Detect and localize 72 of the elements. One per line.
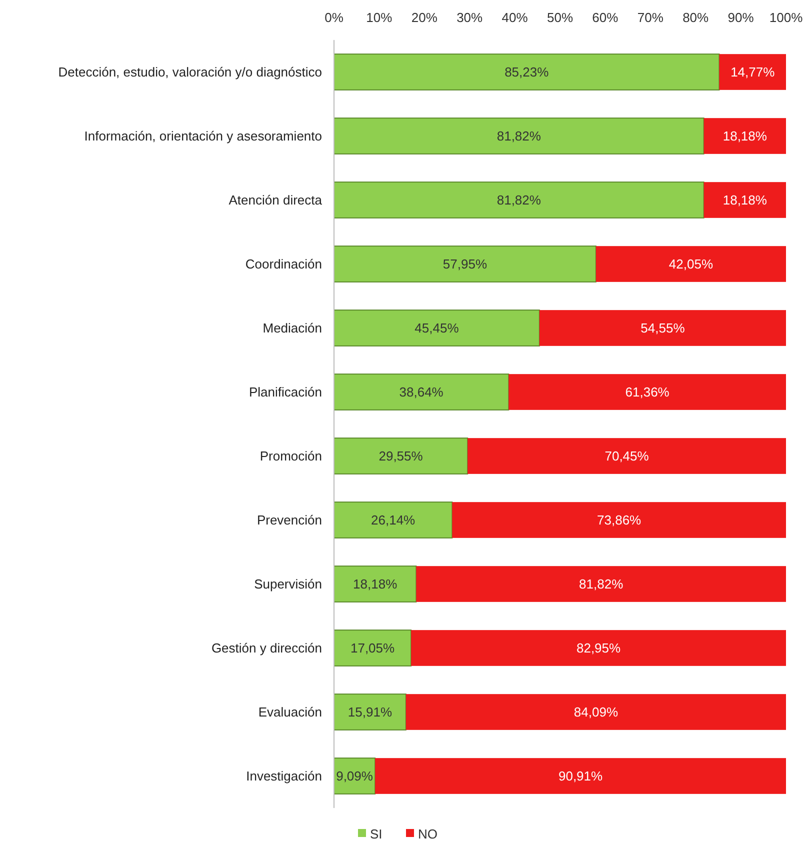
y-tick-label: Atención directa: [228, 192, 323, 208]
y-tick-label: Evaluación: [258, 704, 322, 720]
x-tick-label: 20%: [411, 10, 438, 25]
data-label: 57,95%: [442, 256, 488, 272]
x-tick-label: 70%: [637, 10, 664, 25]
bar: [334, 118, 704, 154]
y-tick-label: Planificación: [249, 384, 322, 400]
bar: [334, 502, 453, 538]
x-tick-label: 50%: [546, 10, 574, 25]
bar: [539, 310, 786, 346]
data-label: 81,82%: [496, 128, 542, 144]
data-label: 45,45%: [414, 320, 460, 336]
bar: [406, 694, 786, 730]
x-tick-label: 30%: [456, 10, 484, 25]
data-label: 81,82%: [496, 192, 542, 208]
bar: [334, 566, 417, 602]
bar: [334, 438, 468, 474]
y-tick-label: Promoción: [260, 448, 322, 464]
data-label: 73,86%: [597, 512, 642, 528]
data-label: 26,14%: [371, 512, 416, 528]
bar: [411, 630, 786, 666]
data-label: 42,05%: [668, 256, 714, 272]
y-tick-label: Mediación: [262, 320, 322, 336]
data-label: 14,77%: [730, 64, 776, 80]
bar: [508, 374, 786, 410]
bar: [416, 566, 786, 602]
bar: [704, 182, 786, 218]
y-tick-label: Detección, estudio, valoración y/o diagnóstico: [58, 64, 322, 80]
y-tick-label: Información, orientación y asesoramiento: [84, 128, 322, 144]
data-label: 18,18%: [722, 128, 768, 144]
x-tick-label: 0%: [324, 10, 344, 25]
bar: [334, 246, 596, 282]
data-label: 85,23%: [504, 64, 550, 80]
data-label: 9,09%: [336, 768, 374, 784]
bar: [334, 182, 704, 218]
bar: [704, 118, 786, 154]
y-tick-label: Investigación: [246, 768, 322, 784]
data-label: 17,05%: [350, 640, 396, 656]
bar: [375, 758, 786, 794]
x-tick-label: 10%: [366, 10, 393, 25]
y-tick-label: Coordinación: [245, 256, 322, 272]
x-tick-label: 80%: [682, 10, 710, 25]
data-label: 82,95%: [576, 640, 622, 656]
data-label: 81,82%: [579, 576, 624, 592]
bar: [334, 694, 406, 730]
x-tick-label: 90%: [728, 10, 754, 25]
data-label: 90,91%: [558, 768, 604, 784]
data-label: 15,91%: [348, 704, 392, 720]
legend-label: SI: [370, 826, 382, 842]
data-label: 38,64%: [399, 384, 444, 400]
bar: [334, 310, 540, 346]
bar: [452, 502, 786, 538]
y-tick-label: Prevención: [256, 512, 322, 528]
legend-label: NO: [418, 826, 438, 842]
bar: [719, 54, 786, 90]
bar: [596, 246, 786, 282]
data-label: 70,45%: [604, 448, 650, 464]
x-tick-label: 40%: [502, 10, 528, 25]
x-tick-label: 100%: [769, 10, 803, 25]
data-label: 61,36%: [625, 384, 670, 400]
x-tick-label: 60%: [592, 10, 619, 25]
data-label: 18,18%: [722, 192, 768, 208]
y-tick-label: Gestión y dirección: [211, 640, 322, 656]
bar: [468, 438, 786, 474]
bar: [334, 54, 720, 90]
bar: [334, 630, 412, 666]
y-tick-label: Supervisión: [254, 576, 322, 592]
data-label: 29,55%: [378, 448, 424, 464]
data-label: 18,18%: [353, 576, 398, 592]
data-label: 84,09%: [574, 704, 618, 720]
data-label: 54,55%: [640, 320, 686, 336]
bar: [334, 374, 510, 410]
